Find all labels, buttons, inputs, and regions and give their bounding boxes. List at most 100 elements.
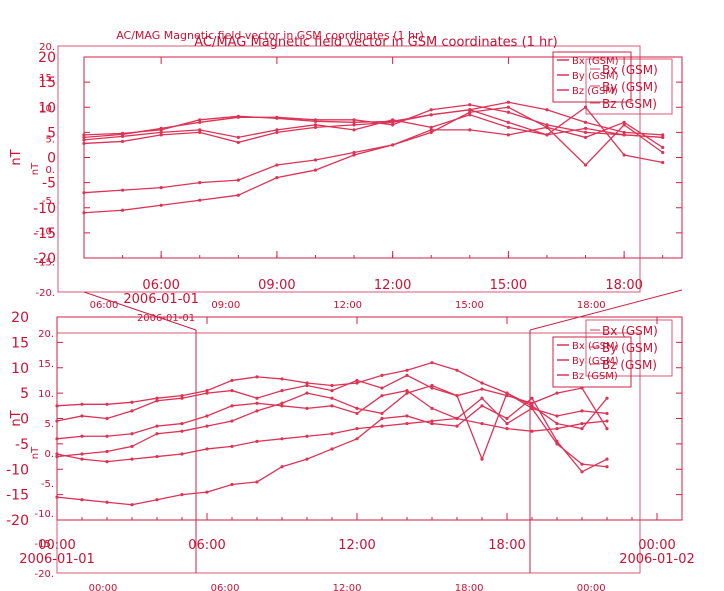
zoom-connector-line xyxy=(83,291,197,331)
series-point xyxy=(198,198,202,202)
bottom-panel: 20 15 10 5 0 -5 -10 -15 -20 nT 00:00 06:00 12:00 18:0… xyxy=(6,310,695,567)
background-layer: 20. 15. 10. 5. 0. -5. -10. -15. -20. nT 06:00 09:00… xyxy=(30,42,683,591)
series-point xyxy=(198,118,202,122)
series-point xyxy=(82,211,86,215)
series-point xyxy=(583,126,588,130)
y-tick-label: 20 xyxy=(38,50,56,66)
series-point xyxy=(198,181,202,185)
series-point xyxy=(555,421,559,426)
ghost-legend-label: By (GSM) xyxy=(602,341,658,355)
x-date-label: 2006-01-01 xyxy=(123,292,199,307)
series-point xyxy=(105,449,109,454)
series-point xyxy=(130,409,134,413)
ghost-y-axis-label: nT xyxy=(30,446,41,459)
series-point xyxy=(230,419,234,423)
series-point xyxy=(280,377,284,381)
y-tick-label: -20 xyxy=(33,251,56,267)
series-point xyxy=(330,388,334,393)
y-tick-label: 15 xyxy=(38,75,56,91)
series-point xyxy=(352,118,356,122)
series-point xyxy=(661,145,665,150)
series-point xyxy=(430,383,434,388)
series-point xyxy=(352,128,356,132)
series-point xyxy=(55,495,59,499)
series-point xyxy=(583,135,588,139)
series-point xyxy=(180,396,184,400)
series-point xyxy=(120,139,125,144)
ghost-y-tick-label: -15. xyxy=(34,539,54,550)
y-axis-label: nT xyxy=(9,149,24,165)
ghost-legend-label: By (GSM) xyxy=(602,80,658,94)
series-point xyxy=(530,406,534,410)
series-point xyxy=(391,120,395,124)
series-line-6 xyxy=(56,417,608,463)
series-point xyxy=(545,123,549,127)
series-point xyxy=(622,123,626,127)
series-point xyxy=(255,409,259,413)
series-point xyxy=(405,391,409,395)
series-point xyxy=(305,391,309,395)
x-tick-label: 18:00 xyxy=(605,278,642,293)
y-tick-label: 20 xyxy=(11,310,29,326)
series-point xyxy=(530,396,534,400)
series-point xyxy=(330,447,334,451)
series-point xyxy=(380,373,384,377)
series-point xyxy=(505,416,509,421)
series-point xyxy=(480,381,484,385)
series-point xyxy=(605,427,609,431)
series-point xyxy=(80,452,84,456)
ghost-x-tick-label: 12:00 xyxy=(333,583,362,591)
series-point xyxy=(305,457,309,461)
series-point xyxy=(55,454,59,459)
x-tick-label: 00:00 xyxy=(638,538,675,553)
series-point xyxy=(105,402,109,406)
series-point xyxy=(275,176,279,180)
zoom-connector-line xyxy=(529,289,683,331)
series-point xyxy=(159,186,163,190)
series-point xyxy=(555,427,559,431)
legend-label: Bx (GSM) xyxy=(572,56,619,67)
series-point xyxy=(661,160,665,165)
series-point xyxy=(236,193,240,197)
y-tick-label: -5 xyxy=(42,176,56,192)
series-point xyxy=(55,437,59,441)
series-point xyxy=(155,424,159,428)
series-point xyxy=(583,163,588,167)
ghost-plot-frame xyxy=(57,45,641,293)
series-point xyxy=(330,404,334,408)
ghost-x-tick-label: 09:00 xyxy=(211,300,240,311)
series-point xyxy=(430,361,434,365)
series-point xyxy=(505,421,509,426)
series-point xyxy=(120,208,125,212)
series-point xyxy=(280,465,284,469)
series-point xyxy=(480,387,484,391)
series-point xyxy=(468,128,472,132)
series-point xyxy=(430,421,434,426)
series-point xyxy=(605,396,609,400)
series-point xyxy=(506,110,510,114)
ghost-y-tick-label: -10. xyxy=(35,227,55,238)
y-tick-label: 10 xyxy=(38,100,56,116)
ghost-title: AC/MAG Magnetic field vector in GSM coor… xyxy=(116,29,424,42)
series-point xyxy=(391,118,395,122)
series-point xyxy=(506,120,510,124)
series-point xyxy=(405,388,409,393)
series-point xyxy=(480,457,484,461)
series-point xyxy=(155,498,159,502)
ghost-x-tick-label: 12:00 xyxy=(333,300,362,311)
series-line-6 xyxy=(83,104,663,139)
ghost-y-tick-label: 20. xyxy=(39,42,55,53)
ghost-x-tick-label: 15:00 xyxy=(455,300,484,311)
y-tick-label: -5 xyxy=(15,437,29,453)
series-point xyxy=(355,378,359,383)
series-point xyxy=(555,439,559,443)
chart-title: AC/MAG Magnetic field vector in GSM coor… xyxy=(194,35,557,50)
series-point xyxy=(280,401,284,405)
series-point xyxy=(313,125,318,129)
series-point xyxy=(455,424,459,428)
ghost-y-tick-label: 10. xyxy=(38,389,54,400)
series-line-1 xyxy=(56,361,608,430)
series-point xyxy=(255,375,259,379)
series-point xyxy=(305,406,309,410)
y-tick-label: 0 xyxy=(20,412,29,428)
